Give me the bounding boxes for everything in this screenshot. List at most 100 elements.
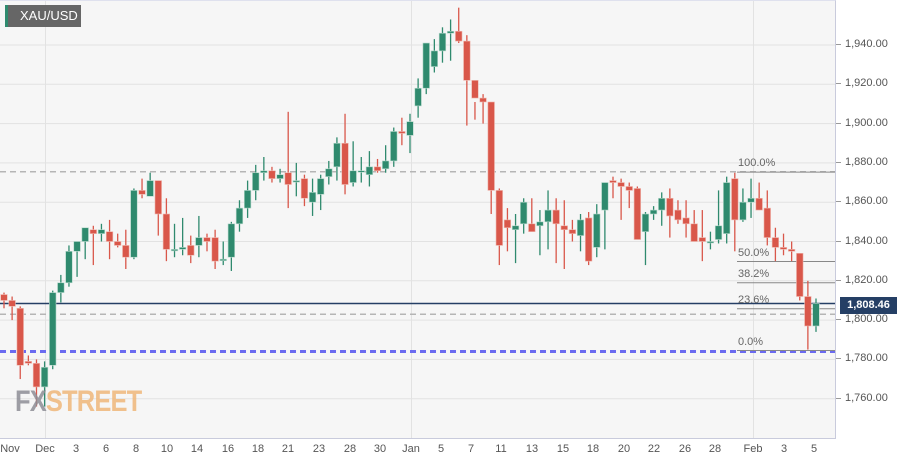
- x-tick-label: 20: [617, 443, 631, 455]
- y-tick-mark: [836, 44, 841, 45]
- candle: [162, 213, 171, 250]
- candle: [552, 209, 560, 225]
- x-tick-label: 7: [467, 443, 475, 455]
- y-tick-mark: [836, 279, 841, 281]
- x-tick-label: 6: [102, 443, 110, 455]
- candle: [788, 249, 796, 252]
- fib-label: 23.6%: [738, 293, 770, 306]
- candle: [601, 182, 609, 211]
- y-tick-label: 1,920.00: [845, 77, 888, 90]
- candle: [65, 251, 73, 284]
- candle: [641, 213, 650, 232]
- candle: [812, 303, 820, 327]
- candle: [57, 282, 65, 293]
- candle: [739, 201, 747, 221]
- candle: [771, 237, 779, 248]
- candle: [544, 209, 552, 223]
- candle: [390, 131, 398, 162]
- candle: [179, 247, 187, 250]
- x-tick-label: 18: [251, 443, 265, 455]
- candle: [585, 217, 593, 262]
- y-tick-mark: [836, 83, 841, 85]
- candle: [16, 308, 24, 366]
- candle: [187, 245, 195, 256]
- x-tick-label: 5: [437, 443, 445, 455]
- candle: [154, 180, 162, 215]
- candle: [560, 225, 568, 231]
- candle: [422, 42, 430, 89]
- last-price-tag: 1,808.46: [840, 297, 897, 314]
- y-tick-mark: [836, 358, 841, 360]
- x-tick-label: 21: [281, 443, 295, 455]
- y-tick-mark: [836, 319, 841, 321]
- fxstreet-watermark: FXSTREET: [15, 385, 142, 419]
- symbol-badge: XAU/USD: [5, 5, 81, 27]
- candle: [333, 142, 341, 168]
- candle: [398, 131, 406, 134]
- candle: [49, 292, 57, 366]
- candle: [146, 180, 154, 197]
- candle: [617, 182, 625, 187]
- candle: [731, 178, 739, 221]
- candle: [674, 209, 682, 221]
- candle: [219, 258, 227, 261]
- candle: [804, 296, 812, 327]
- y-tick-mark: [836, 201, 841, 203]
- candle: [40, 366, 49, 388]
- x-tick-label: 5: [810, 443, 818, 455]
- y-tick-label: 1,820.00: [845, 273, 888, 286]
- candle: [479, 97, 487, 103]
- candle: [373, 166, 382, 172]
- candle: [779, 247, 788, 250]
- fib-label: 0.0%: [738, 335, 764, 348]
- candle: [73, 241, 81, 252]
- x-tick-label: 23: [312, 443, 326, 455]
- x-tick-label: 13: [525, 443, 539, 455]
- candle: [625, 186, 633, 191]
- x-tick-label: 18: [586, 443, 600, 455]
- candle: [292, 180, 300, 183]
- candle: [520, 201, 528, 225]
- y-tick-label: 1,840.00: [845, 234, 888, 247]
- candle: [698, 237, 706, 242]
- candle: [235, 207, 244, 225]
- x-tick-label: 14: [190, 443, 204, 455]
- candle: [446, 30, 455, 34]
- y-tick-label: 1,940.00: [845, 38, 888, 50]
- candle: [503, 219, 512, 229]
- candle: [747, 197, 755, 203]
- y-tick-label: 1,800.00: [845, 313, 888, 326]
- candle: [576, 219, 585, 236]
- fib-label: 100.0%: [738, 157, 776, 170]
- fib-label: 50.0%: [738, 246, 770, 259]
- watermark-street: STREET: [45, 385, 142, 418]
- candle: [341, 142, 349, 185]
- candle: [682, 217, 690, 225]
- candle: [81, 227, 89, 242]
- candle: [568, 229, 576, 234]
- candle: [755, 197, 763, 211]
- candle: [723, 182, 731, 234]
- candle: [633, 188, 641, 240]
- candle: [122, 245, 130, 258]
- x-tick-label: 3: [72, 443, 80, 455]
- candle: [268, 170, 276, 179]
- y-tick-mark: [836, 240, 841, 242]
- y-tick-mark: [836, 122, 841, 124]
- candle: [382, 160, 390, 170]
- candle: [666, 197, 674, 217]
- candle: [325, 168, 333, 177]
- candle: [463, 40, 471, 81]
- chart-plot-area[interactable]: [0, 0, 836, 439]
- candle: [430, 50, 438, 67]
- x-tick-label: Nov: [0, 443, 20, 455]
- y-tick-mark: [836, 397, 841, 399]
- x-tick-label: 28: [708, 443, 722, 455]
- candle: [414, 87, 422, 107]
- x-tick-label: 16: [221, 443, 235, 455]
- candle: [8, 300, 16, 307]
- candle: [471, 80, 479, 99]
- candle: [300, 178, 309, 199]
- candle: [252, 172, 260, 191]
- candle: [495, 190, 503, 246]
